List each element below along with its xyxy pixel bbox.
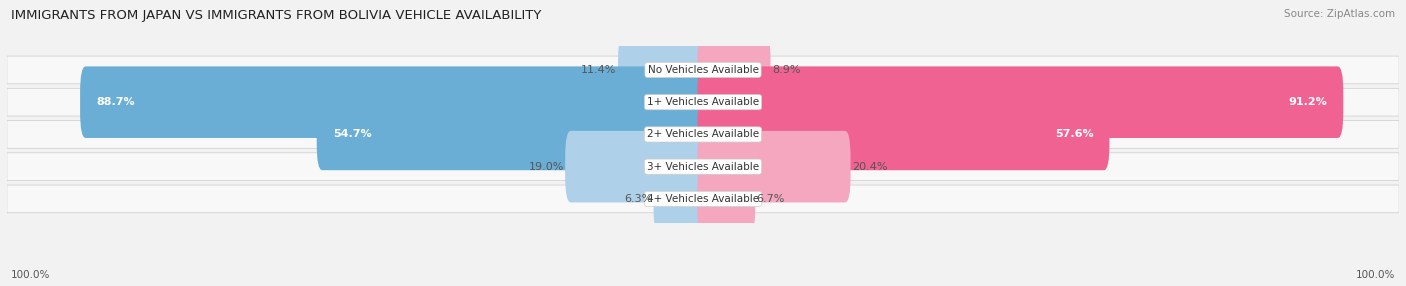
Text: 100.0%: 100.0% [1355, 270, 1395, 280]
FancyBboxPatch shape [697, 163, 755, 235]
FancyBboxPatch shape [654, 163, 709, 235]
Text: 6.7%: 6.7% [756, 194, 785, 204]
FancyBboxPatch shape [7, 56, 1399, 84]
Text: 3+ Vehicles Available: 3+ Vehicles Available [647, 162, 759, 172]
FancyBboxPatch shape [316, 99, 709, 170]
Text: IMMIGRANTS FROM JAPAN VS IMMIGRANTS FROM BOLIVIA VEHICLE AVAILABILITY: IMMIGRANTS FROM JAPAN VS IMMIGRANTS FROM… [11, 9, 541, 21]
Text: 11.4%: 11.4% [581, 65, 617, 75]
FancyBboxPatch shape [697, 66, 1343, 138]
Text: 91.2%: 91.2% [1288, 97, 1327, 107]
Text: 2+ Vehicles Available: 2+ Vehicles Available [647, 130, 759, 139]
Text: 4+ Vehicles Available: 4+ Vehicles Available [647, 194, 759, 204]
FancyBboxPatch shape [80, 66, 709, 138]
Text: 6.3%: 6.3% [624, 194, 652, 204]
FancyBboxPatch shape [697, 99, 1109, 170]
FancyBboxPatch shape [565, 131, 709, 202]
Text: Source: ZipAtlas.com: Source: ZipAtlas.com [1284, 9, 1395, 19]
Text: 8.9%: 8.9% [772, 65, 800, 75]
FancyBboxPatch shape [7, 185, 1399, 213]
Text: 1+ Vehicles Available: 1+ Vehicles Available [647, 97, 759, 107]
Text: 57.6%: 57.6% [1054, 130, 1094, 139]
FancyBboxPatch shape [7, 153, 1399, 180]
Text: 20.4%: 20.4% [852, 162, 887, 172]
Text: 19.0%: 19.0% [529, 162, 564, 172]
Text: 54.7%: 54.7% [333, 130, 371, 139]
FancyBboxPatch shape [697, 34, 770, 106]
FancyBboxPatch shape [619, 34, 709, 106]
Text: No Vehicles Available: No Vehicles Available [648, 65, 758, 75]
Text: 88.7%: 88.7% [96, 97, 135, 107]
Text: 100.0%: 100.0% [11, 270, 51, 280]
FancyBboxPatch shape [7, 121, 1399, 148]
FancyBboxPatch shape [7, 88, 1399, 116]
FancyBboxPatch shape [697, 131, 851, 202]
